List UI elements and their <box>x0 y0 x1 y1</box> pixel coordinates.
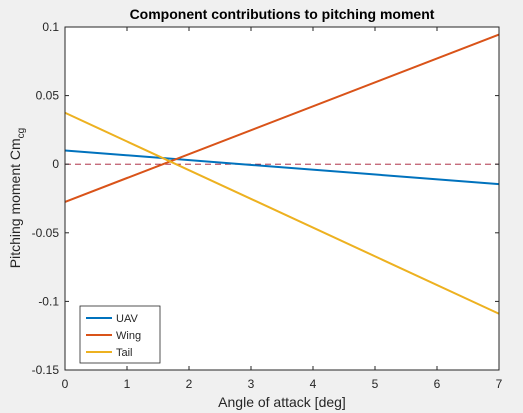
legend-items: UAV Wing Tail <box>86 313 141 359</box>
y-axis-label: Pitching moment Cmcg <box>7 128 27 269</box>
x-tick-label: 0 <box>62 377 69 391</box>
y-axis-label-subscript: cg <box>16 128 27 139</box>
x-tick-label: 1 <box>124 377 131 391</box>
chart-title: Component contributions to pitching mome… <box>130 6 435 22</box>
legend: UAV Wing Tail <box>79 305 161 364</box>
x-tick-label: 3 <box>248 377 255 391</box>
series-line-uav <box>64 149 500 186</box>
legend-label-wing: Wing <box>116 330 141 342</box>
x-tick-label: 4 <box>310 377 317 391</box>
legend-label-tail: Tail <box>116 347 133 359</box>
x-axis-label: Angle of attack [deg] <box>218 394 346 410</box>
legend-label-uav: UAV <box>116 313 138 325</box>
y-tick-label: 0.1 <box>42 20 59 34</box>
y-axis-label-main: Pitching moment Cm <box>7 138 23 268</box>
y-ticks: -0.15 -0.1 -0.05 0 0.05 0.1 <box>32 20 499 377</box>
y-tick-label: -0.05 <box>32 226 60 240</box>
x-ticks: 0 1 2 3 4 5 6 7 <box>62 27 503 391</box>
x-tick-label: 7 <box>496 377 503 391</box>
x-tick-label: 5 <box>372 377 379 391</box>
axes-box <box>64 26 500 371</box>
y-tick-label: -0.1 <box>38 294 59 308</box>
x-tick-label: 6 <box>434 377 441 391</box>
y-tick-label: 0.05 <box>36 89 60 103</box>
y-tick-label: 0 <box>52 157 59 171</box>
x-tick-label: 2 <box>186 377 193 391</box>
series-line-tail <box>64 111 500 315</box>
y-tick-label: -0.15 <box>32 363 60 377</box>
series-layer <box>64 33 500 315</box>
series-line-wing <box>64 33 500 203</box>
